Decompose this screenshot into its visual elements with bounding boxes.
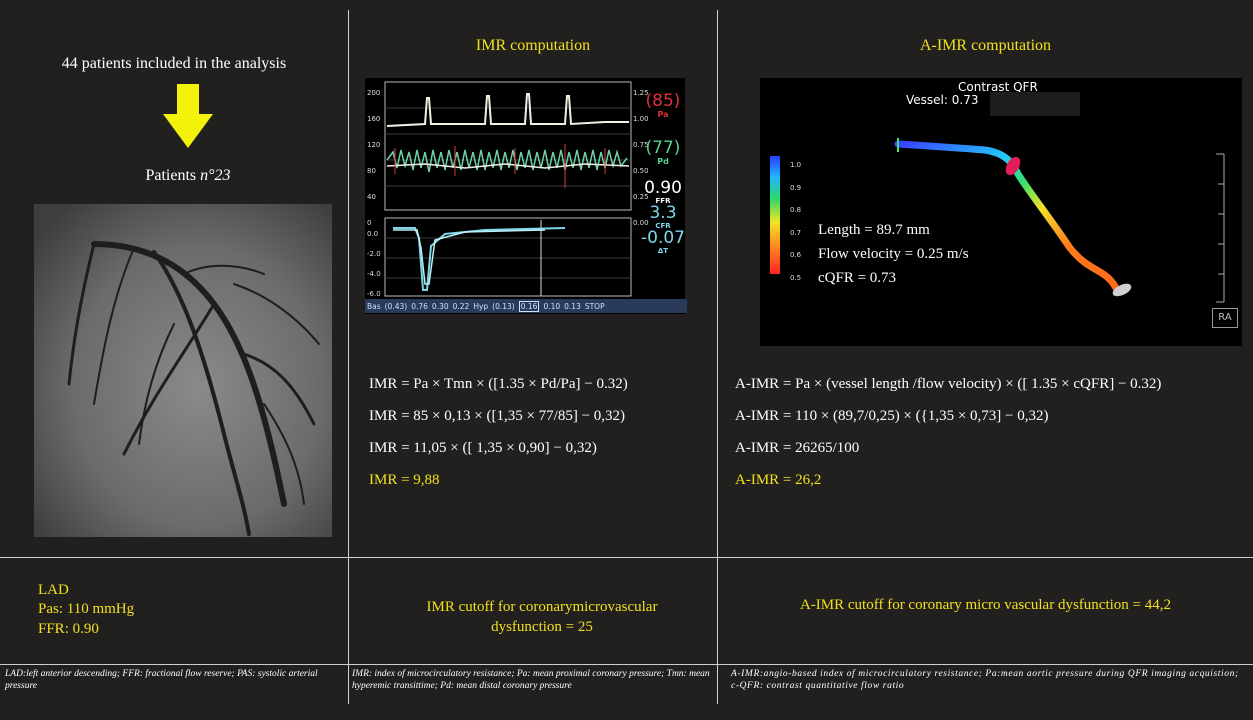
bar-v4: 0.16	[518, 300, 540, 312]
qfr-redacted-box	[990, 92, 1080, 116]
middle-footnote: IMR: index of microcirculatory resistanc…	[352, 669, 710, 691]
y-tick-40: 40	[367, 193, 376, 201]
y-tick-160: 160	[367, 115, 381, 123]
dt-value: -0.07	[641, 228, 685, 248]
patients-included-text: 44 patients included in the analysis	[61, 55, 287, 72]
y3-tick-6: -6.0	[367, 290, 381, 298]
dt-label: ΔT	[657, 247, 669, 255]
aimr-equation-2: A-IMR = 110 × (89,7/0,25) × ({1,35 × 0,7…	[735, 408, 1049, 424]
down-arrow-icon	[163, 84, 213, 148]
bar-v3: 0.22	[452, 301, 470, 311]
qfr-flow-velocity: Flow velocity = 0.25 m/s	[818, 246, 969, 262]
pa-label: Pa	[657, 110, 669, 119]
ra-badge-label: RA	[1218, 312, 1232, 323]
pa-value: (85)	[645, 91, 681, 111]
y3-tick-0: 0.0	[367, 230, 379, 238]
bar-stop: STOP	[584, 301, 605, 311]
ffr-value: 0.90	[644, 178, 682, 198]
divider-upper-lower	[0, 557, 1253, 558]
aimr-equation-1: A-IMR = Pa × (vessel length /flow veloci…	[735, 376, 1162, 392]
patient-number-text: Patients n°23	[0, 167, 376, 185]
cfr-value: 3.3	[649, 203, 677, 223]
patient-number: n°23	[200, 167, 231, 184]
scale-tick-05: 0.5	[790, 273, 802, 282]
aimr-title: A-IMR computation	[919, 37, 1052, 54]
scale-tick-06: 0.6	[790, 251, 802, 259]
pressure-tracing-chart	[365, 78, 685, 314]
y2-tick-025: 0.25	[633, 193, 649, 201]
qfr-length: Length = 89.7 mm	[818, 222, 930, 238]
bar-v6: 0.13	[564, 301, 581, 311]
qfr-header: Contrast QFR	[958, 80, 1038, 94]
imr-equation-2: IMR = 85 × 0,13 × ([1,35 × 77/85] − 0,32…	[369, 408, 626, 424]
divider-footnotes	[0, 664, 1253, 665]
aimr-equation-3: A-IMR = 26265/100	[735, 440, 860, 456]
qfr-vessel: Vessel: 0.73	[906, 93, 979, 107]
bar-v2: 0.30	[431, 301, 449, 311]
qfr-cqfr: cQFR = 0.73	[818, 270, 897, 286]
imr-title: IMR computation	[475, 37, 591, 54]
pd-value: (77)	[645, 138, 681, 158]
y2-tick-100: 1.00	[633, 115, 649, 123]
bar-hyp: Hyp	[473, 301, 489, 311]
aimr-cutoff: A-IMR cutoff for coronary micro vascular…	[799, 597, 1171, 613]
cfr-label: CFR	[655, 222, 671, 230]
aimr-result: A-IMR = 26,2	[735, 472, 822, 488]
imr-result: IMR = 9,88	[369, 472, 440, 488]
coronary-angiogram-image	[34, 204, 332, 537]
bar-v5: 0.10	[543, 301, 561, 311]
ffr-label: FFR	[655, 197, 671, 205]
scale-tick-07: 0.7	[790, 228, 802, 237]
right-footnote: A-IMR:angio-based index of microcirculat…	[731, 669, 1239, 691]
imr-cutoff: IMR cutoff for coronarymicrovascular dys…	[426, 599, 658, 635]
scale-tick-08: 0.8	[790, 206, 802, 214]
divider-middle-right	[717, 10, 718, 704]
y2-tick-050: 0.50	[633, 167, 649, 175]
imr-equation-3: IMR = 11,05 × ([ 1,35 × 0,90] − 0,32)	[369, 440, 597, 456]
bar-hyp-value: (0.13)	[492, 301, 515, 311]
y-tick-80: 80	[367, 167, 376, 175]
y2-tick-075: 0.75	[633, 141, 649, 149]
bar-bas: Bas	[367, 301, 381, 311]
y-tick-200: 200	[367, 89, 381, 97]
pd-label: Pd	[657, 157, 669, 166]
bar-bas-value: (0.43)	[384, 301, 408, 311]
lad-pas: Pas: 110 mmHg	[38, 601, 135, 617]
monitor-bottom-bar: Bas (0.43) 0.76 0.30 0.22 Hyp (0.13) 0.1…	[365, 299, 687, 313]
y3-tick-4: -4.0	[367, 270, 381, 278]
y-tick-0: 0	[367, 219, 372, 227]
y-tick-120: 120	[367, 141, 381, 149]
color-scale-bar	[770, 156, 780, 274]
bar-v1: 0.76	[411, 301, 428, 311]
vessel-reconstruction	[894, 138, 1225, 303]
y2-tick-000: 0.00	[633, 219, 649, 227]
divider-left-middle	[348, 10, 349, 704]
imr-equation-1: IMR = Pa × Tmn × ([1.35 × Pd/Pa] − 0.32)	[369, 376, 628, 392]
y2-tick-125: 1.25	[633, 89, 649, 97]
ra-orientation-badge: RA	[1212, 308, 1238, 328]
scale-tick-10: 1.0	[790, 161, 802, 169]
y3-tick-2: -2.0	[367, 250, 381, 258]
lad-title: LAD	[38, 582, 69, 598]
scale-tick-09: 0.9	[790, 183, 802, 192]
pressure-wire-monitor: 200 160 120 80 40 0 1.25 1.00 0.75 0.50 …	[365, 78, 687, 314]
contrast-qfr-panel: Contrast QFR Vessel: 0.73 1.0 0.9 0.8 0.…	[760, 78, 1242, 346]
left-footnote: LAD:left anterior descending; FFR: fract…	[5, 669, 318, 691]
patient-label: Patients	[145, 167, 201, 184]
lad-ffr: FFR: 0.90	[38, 621, 99, 637]
